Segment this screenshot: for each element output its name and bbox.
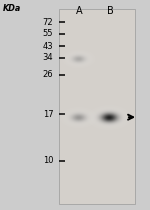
Text: B: B — [107, 6, 114, 16]
Text: A: A — [75, 6, 82, 16]
Text: 72: 72 — [43, 18, 53, 26]
Bar — [58, 9, 135, 204]
Text: 10: 10 — [43, 156, 53, 165]
Text: 34: 34 — [43, 53, 53, 62]
Text: 26: 26 — [43, 70, 53, 79]
Text: 17: 17 — [43, 110, 53, 119]
Text: 55: 55 — [43, 29, 53, 38]
Text: 43: 43 — [43, 42, 53, 51]
Text: KDa: KDa — [3, 4, 21, 13]
